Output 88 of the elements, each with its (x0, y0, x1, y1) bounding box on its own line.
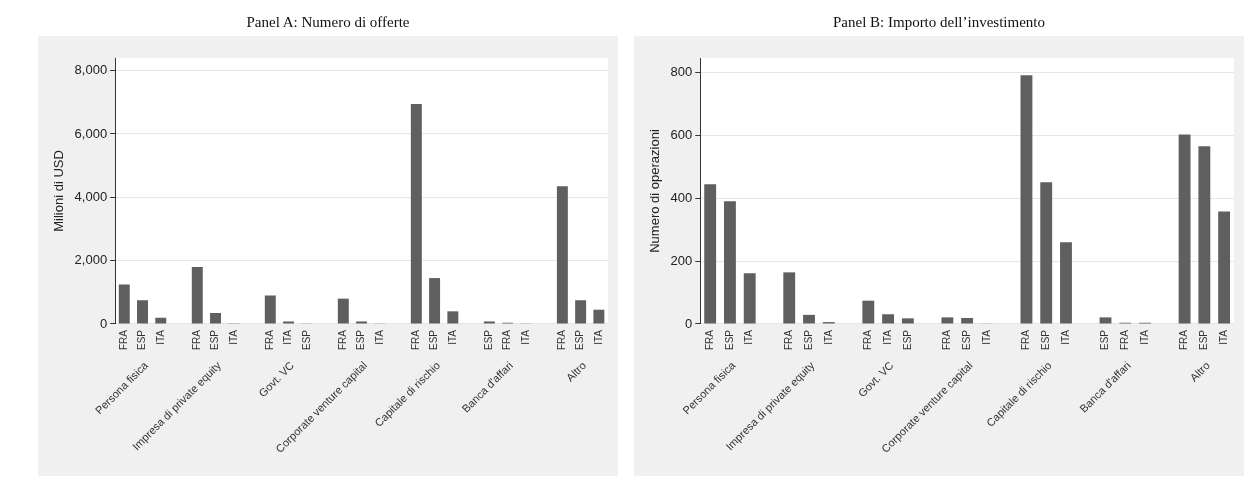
bar (556, 186, 568, 324)
x-tick-label: FRA (941, 329, 953, 350)
x-tick-label: ITA (373, 329, 385, 345)
bar (743, 273, 756, 324)
x-tick-label: ESP (1099, 329, 1111, 351)
bar (941, 317, 954, 324)
bar (356, 321, 368, 324)
x-tick-label: FRA (703, 329, 715, 350)
bar (783, 272, 796, 324)
x-tick-label: ITA (1138, 329, 1150, 345)
bar (410, 103, 422, 324)
chart-title: Panel A: Numero di offerte (245, 13, 411, 32)
x-tick-label: ITA (1217, 329, 1229, 345)
bar (283, 321, 295, 324)
x-tick-label: ESP (1039, 329, 1051, 351)
y-tick-label: 200 (670, 252, 693, 268)
bar (803, 314, 815, 324)
bar (862, 300, 875, 324)
bar (1040, 182, 1053, 324)
bar (704, 184, 717, 324)
y-tick-label: 400 (670, 189, 693, 205)
bar (210, 312, 222, 324)
x-tick-label: ESP (723, 329, 735, 351)
bar (901, 318, 914, 324)
y-tick-label: 600 (670, 126, 693, 142)
bar (1178, 134, 1191, 324)
bar (264, 295, 276, 324)
bar (447, 311, 459, 324)
bar (961, 318, 974, 324)
bar (483, 321, 495, 324)
x-tick-label: FRA (556, 329, 568, 350)
x-tick-label: ESP (574, 329, 586, 351)
x-tick-label: FRA (1178, 329, 1190, 350)
y-tick-label: 4,000 (74, 188, 108, 204)
x-tick-label: ESP (483, 329, 495, 351)
x-tick-label: ESP (901, 329, 913, 351)
x-tick-label: ITA (154, 329, 166, 345)
x-tick-label: ESP (300, 329, 312, 351)
y-tick-label: 2,000 (74, 252, 108, 268)
x-tick-label: ESP (209, 329, 221, 351)
x-tick-label: ITA (743, 329, 755, 345)
x-tick-label: ITA (822, 329, 834, 345)
bar (191, 266, 203, 324)
x-tick-label: FRA (862, 329, 874, 350)
x-tick-label: ESP (960, 329, 972, 351)
bar (137, 300, 148, 324)
x-tick-label: ITA (446, 329, 458, 345)
x-tick-label: ESP (355, 329, 367, 351)
x-tick-label: ITA (282, 329, 294, 345)
x-tick-label: FRA (337, 329, 349, 350)
bar (1099, 317, 1112, 324)
x-tick-label: ITA (227, 329, 239, 345)
x-tick-label: ESP (428, 329, 440, 351)
x-tick-label: ESP (802, 329, 814, 351)
x-tick-label: ITA (1059, 329, 1071, 345)
x-tick-label: FRA (1020, 329, 1032, 350)
x-tick-label: FRA (118, 329, 130, 350)
chart-title: Panel B: Importo dell’investimento (831, 13, 1047, 32)
y-tick-label: 0 (99, 315, 108, 331)
y-axis-title: Milioni di USD (51, 150, 67, 232)
bar (1218, 211, 1231, 324)
bar (724, 201, 736, 324)
x-tick-label: FRA (1119, 329, 1131, 350)
y-tick-label: 6,000 (74, 125, 108, 141)
y-tick-label: 8,000 (74, 62, 108, 78)
x-tick-label: ITA (881, 329, 893, 345)
x-tick-label: ESP (136, 329, 148, 351)
bar (337, 298, 349, 324)
x-tick-label: ITA (592, 329, 604, 345)
bar (1060, 242, 1072, 324)
x-tick-label: FRA (782, 329, 794, 350)
bar (882, 314, 895, 324)
bar (429, 278, 441, 324)
x-tick-label: ITA (980, 329, 992, 345)
x-tick-label: FRA (264, 329, 276, 350)
bar (118, 284, 130, 324)
bar (1198, 146, 1211, 324)
x-tick-label: ITA (519, 329, 531, 345)
y-tick-label: 800 (670, 63, 693, 79)
x-tick-label: FRA (501, 329, 513, 350)
x-tick-label: ESP (1198, 329, 1210, 351)
bar (575, 300, 587, 324)
bar (593, 309, 605, 324)
x-tick-label: FRA (191, 329, 203, 350)
x-tick-label: FRA (410, 329, 422, 350)
y-tick-label: 0 (685, 315, 693, 331)
bar (1020, 75, 1033, 324)
y-axis-title: Numero di operazioni (647, 129, 663, 253)
